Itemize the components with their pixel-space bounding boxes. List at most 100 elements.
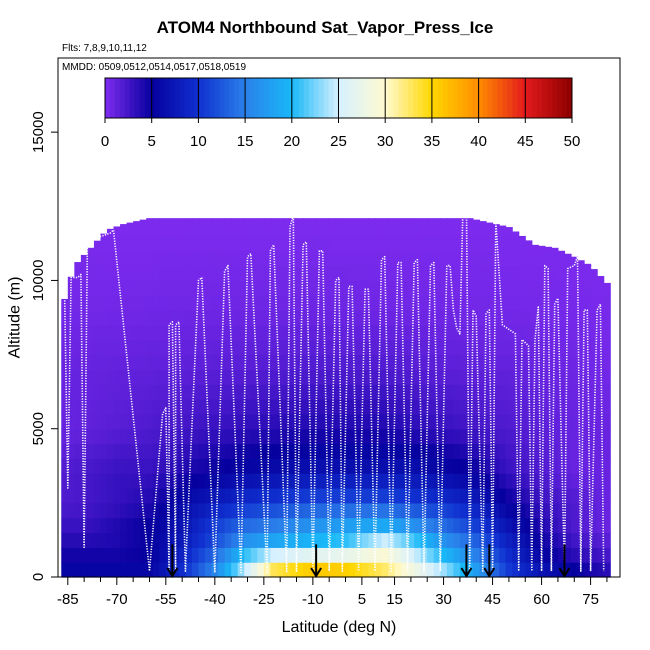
heatmap-cell xyxy=(218,218,226,222)
colorbar-swatch xyxy=(219,78,225,118)
heatmap-cell xyxy=(191,235,200,252)
heatmap-cell xyxy=(146,369,154,385)
heatmap-cell xyxy=(303,488,311,504)
heatmap-cell xyxy=(211,473,219,489)
heatmap-cell xyxy=(355,473,363,489)
heatmap-cell xyxy=(342,354,350,370)
x-tick-label: 60 xyxy=(533,591,550,608)
heatmap-cell xyxy=(401,502,409,519)
heatmap-cell xyxy=(590,295,598,311)
heatmap-cell xyxy=(414,473,422,489)
heatmap-cell xyxy=(466,413,474,430)
heatmap-cell xyxy=(133,369,141,385)
heatmap-cell xyxy=(538,458,546,474)
heatmap-cell xyxy=(263,532,271,548)
heatmap-cell xyxy=(296,221,304,237)
heatmap-cell xyxy=(309,339,317,356)
heatmap-cell xyxy=(205,399,213,415)
heatmap-cell xyxy=(525,295,533,311)
heatmap-cell xyxy=(505,532,513,548)
colorbar-swatch xyxy=(105,78,111,118)
heatmap-cell xyxy=(368,280,376,296)
heatmap-cell xyxy=(525,428,533,445)
heatmap-cell xyxy=(446,473,454,489)
heatmap-cell xyxy=(564,443,572,459)
heatmap-cell xyxy=(329,250,337,267)
heatmap-cell xyxy=(276,517,285,534)
heatmap-cell xyxy=(303,221,311,237)
heatmap-cell xyxy=(381,458,389,474)
heatmap-cell xyxy=(486,473,494,489)
heatmap-cell xyxy=(433,562,441,578)
heatmap-cell xyxy=(172,310,180,326)
colorbar-swatch xyxy=(263,78,270,118)
heatmap-cell xyxy=(211,339,219,356)
colorbar-swatch xyxy=(363,78,369,118)
heatmap-cell xyxy=(453,295,461,311)
heatmap-cell xyxy=(283,354,291,370)
heatmap-cell xyxy=(172,384,180,400)
heatmap-cell xyxy=(466,295,474,311)
colorbar-swatch xyxy=(427,78,434,118)
heatmap-cell xyxy=(172,517,180,534)
heatmap-cell xyxy=(322,399,330,415)
heatmap-cell xyxy=(564,458,572,474)
heatmap-cell xyxy=(388,369,396,385)
heatmap-cell xyxy=(374,502,383,519)
heatmap-cell xyxy=(577,384,585,400)
heatmap-cell xyxy=(368,339,376,356)
heatmap-cell xyxy=(499,235,507,252)
heatmap-cell xyxy=(538,265,546,282)
heatmap-cell xyxy=(283,250,291,267)
heatmap-cell xyxy=(603,354,611,370)
heatmap-cell xyxy=(231,235,239,252)
heatmap-cell xyxy=(459,399,468,415)
heatmap-cell xyxy=(296,354,304,370)
heatmap-cell xyxy=(597,399,605,415)
heatmap-cell xyxy=(100,399,108,415)
heatmap-cell xyxy=(198,399,206,415)
heatmap-cell xyxy=(322,310,330,326)
heatmap-cell xyxy=(74,339,82,356)
heatmap-cell xyxy=(551,502,559,519)
heatmap-cell xyxy=(361,488,370,504)
heatmap-cell xyxy=(348,413,356,430)
heatmap-cell xyxy=(250,547,258,563)
colorbar-swatch xyxy=(259,78,265,118)
heatmap-cell xyxy=(139,295,147,311)
heatmap-cell xyxy=(303,218,311,222)
heatmap-cell xyxy=(231,265,239,282)
heatmap-cell xyxy=(486,488,494,504)
heatmap-cell xyxy=(459,517,468,534)
heatmap-cell xyxy=(492,224,500,237)
heatmap-cell xyxy=(322,369,330,385)
heatmap-cell xyxy=(361,532,370,548)
heatmap-cell xyxy=(191,488,200,504)
heatmap-cell xyxy=(178,458,187,474)
heatmap-cell xyxy=(374,250,383,267)
heatmap-cell xyxy=(420,488,428,504)
heatmap-cell xyxy=(603,443,611,459)
heatmap-cell xyxy=(218,235,226,252)
heatmap-cell xyxy=(231,354,239,370)
heatmap-cell xyxy=(374,295,383,311)
heatmap-cell xyxy=(427,310,435,326)
heatmap-cell xyxy=(289,443,298,459)
heatmap-cell xyxy=(394,295,402,311)
colorbar-swatch xyxy=(189,78,195,118)
heatmap-cell xyxy=(420,324,428,341)
heatmap-cell xyxy=(303,265,311,282)
heatmap-cell xyxy=(577,428,585,445)
heatmap-cell xyxy=(270,488,278,504)
heatmap-cell xyxy=(133,235,141,252)
heatmap-cell xyxy=(316,235,324,252)
heatmap-cell xyxy=(420,310,428,326)
heatmap-cell xyxy=(133,339,141,356)
heatmap-cell xyxy=(316,384,324,400)
heatmap-cell xyxy=(557,488,566,504)
heatmap-cell xyxy=(446,562,454,578)
x-tick-label: -40 xyxy=(204,591,226,608)
heatmap-cell xyxy=(178,562,187,578)
heatmap-cell xyxy=(544,384,552,400)
heatmap-cell xyxy=(355,324,363,341)
